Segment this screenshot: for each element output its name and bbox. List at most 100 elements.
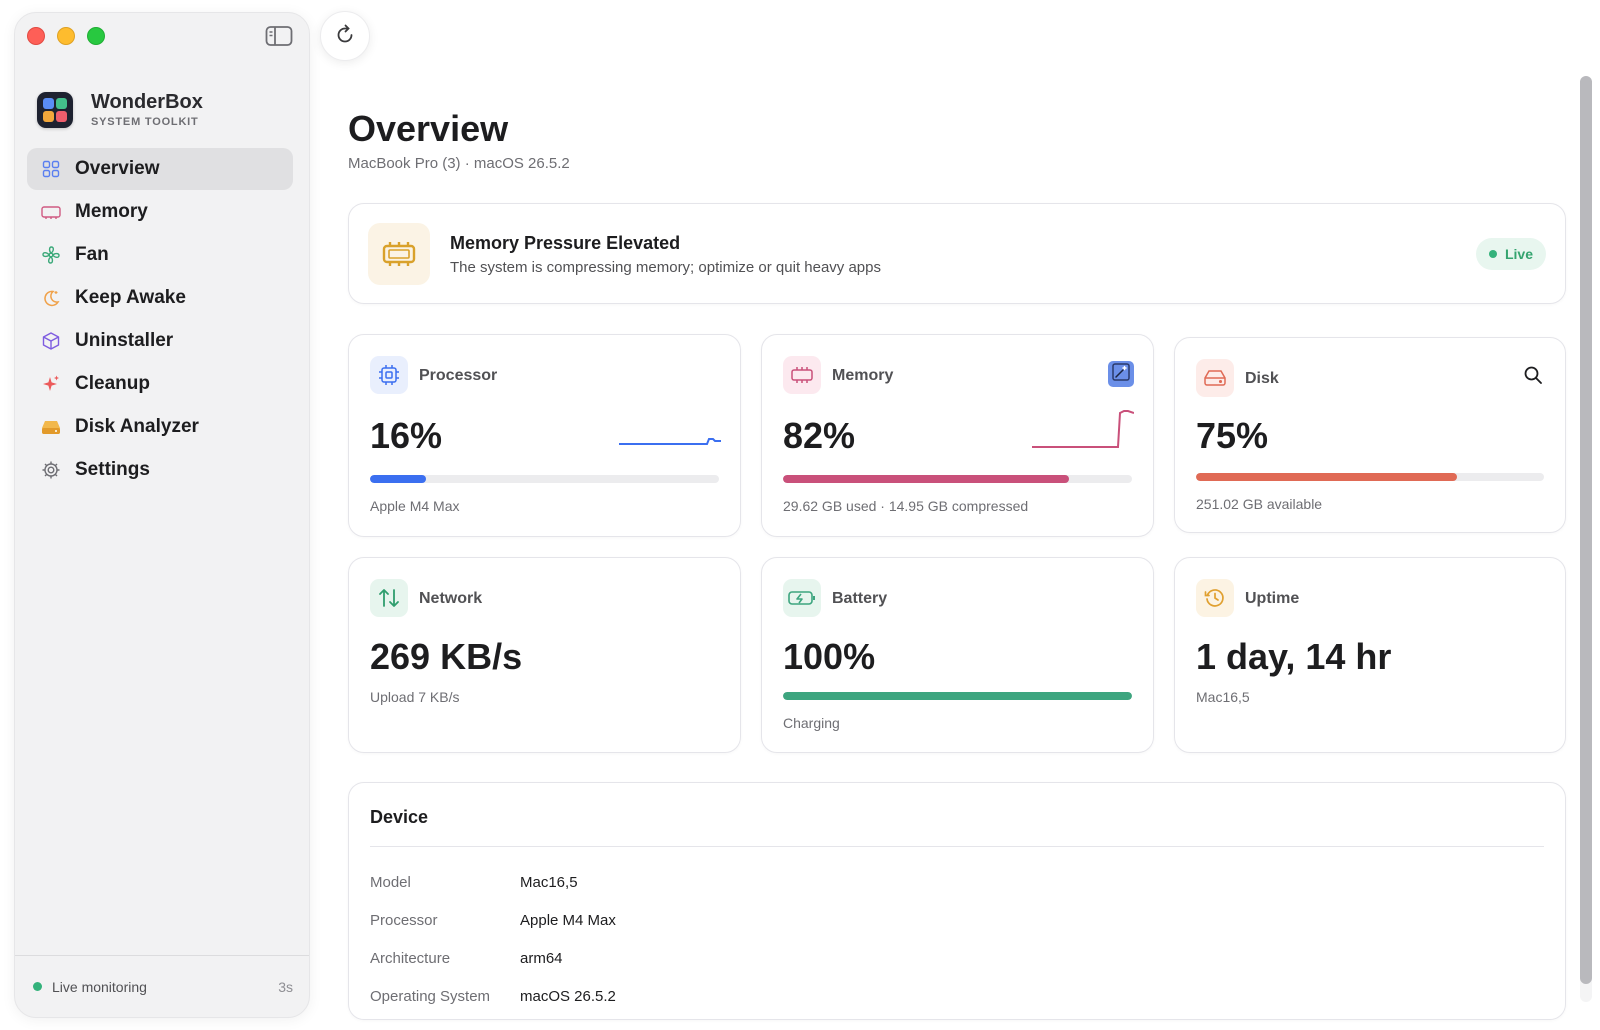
live-dot-icon: [1488, 250, 1497, 258]
refresh-icon: [334, 23, 356, 50]
processor-sparkline: [619, 438, 721, 445]
app-brand: WonderBox SYSTEM TOOLKIT: [37, 91, 203, 128]
sparkle-icon: [41, 374, 61, 394]
disk-card[interactable]: Disk 75% 251.02 GB available: [1174, 337, 1566, 533]
sidebar-item-label: Disk Analyzer: [75, 416, 199, 437]
network-card[interactable]: Network 269 KB/s Upload 7 KB/s: [348, 557, 741, 753]
battery-detail: Charging: [783, 715, 840, 731]
sidebar: WonderBox SYSTEM TOOLKIT Overview Memory…: [14, 12, 310, 1018]
memory-pressure-alert: Memory Pressure Elevated The system is c…: [348, 203, 1566, 304]
live-badge-label: Live: [1504, 246, 1533, 262]
uptime-detail: Mac16,5: [1196, 689, 1250, 705]
moon-icon: [41, 288, 61, 308]
memory-progress-bar: [783, 475, 1132, 483]
device-title: Device: [370, 807, 429, 827]
device-key: Operating System: [370, 988, 491, 1005]
memory-value: 82%: [783, 415, 856, 456]
device-key: Architecture: [370, 950, 451, 967]
sidebar-item-settings[interactable]: Settings: [27, 449, 293, 491]
app-logo-icon: [37, 91, 73, 128]
zoom-window-button[interactable]: [87, 27, 105, 45]
disk-progress-fill: [1196, 473, 1457, 481]
divider: [370, 846, 1544, 847]
processor-detail: Apple M4 Max: [370, 498, 460, 514]
status-dot-icon: [33, 982, 42, 991]
memory-chip-icon: [783, 356, 821, 394]
page-title: Overview: [348, 108, 509, 149]
disk-value: 75%: [1196, 415, 1269, 456]
live-badge: Live: [1475, 238, 1546, 270]
up-down-arrows-icon: [370, 579, 408, 617]
memory-card[interactable]: Memory 82% 29.62 GB used · 14.95 GB comp…: [761, 334, 1154, 537]
optimize-memory-button[interactable]: [1108, 361, 1134, 387]
app-subtitle: SYSTEM TOOLKIT: [91, 116, 199, 128]
scrollbar-thumb[interactable]: [1580, 76, 1592, 984]
device-card: Device Model Mac16,5 Processor Apple M4 …: [348, 782, 1566, 1020]
uptime-value: 1 day, 14 hr: [1196, 636, 1392, 677]
box-icon: [41, 331, 61, 351]
page-subtitle: MacBook Pro (3) · macOS 26.5.2: [348, 155, 570, 172]
memory-chip-icon: [368, 223, 430, 285]
processor-progress-fill: [370, 475, 426, 483]
device-value: Mac16,5: [520, 874, 578, 891]
sidebar-item-uninstaller[interactable]: Uninstaller: [27, 320, 293, 362]
battery-value: 100%: [783, 636, 876, 677]
sidebar-item-label: Overview: [75, 158, 160, 179]
live-monitoring-label: Live monitoring: [52, 978, 147, 995]
device-key: Model: [370, 874, 411, 891]
sidebar-item-label: Uninstaller: [75, 330, 174, 351]
memory-detail: 29.62 GB used · 14.95 GB compressed: [783, 498, 1029, 514]
memory-label: Memory: [832, 367, 894, 384]
uptime-label: Uptime: [1245, 590, 1300, 607]
cpu-icon: [370, 356, 408, 394]
alert-message: The system is compressing memory; optimi…: [450, 259, 881, 276]
alert-title: Memory Pressure Elevated: [450, 233, 681, 253]
sidebar-item-memory[interactable]: Memory: [27, 191, 293, 233]
sidebar-footer: Live monitoring 3s: [15, 955, 309, 1017]
disk-label: Disk: [1245, 370, 1279, 387]
minimize-window-button[interactable]: [57, 27, 75, 45]
device-key: Processor: [370, 912, 438, 929]
device-value: macOS 26.5.2: [520, 988, 616, 1005]
memory-chip-icon: [41, 202, 61, 222]
uptime-card[interactable]: Uptime 1 day, 14 hr Mac16,5: [1174, 557, 1566, 753]
battery-progress-bar: [783, 692, 1132, 700]
device-value: arm64: [520, 950, 563, 967]
disk-drive-icon: [1196, 359, 1234, 397]
sidebar-item-label: Memory: [75, 201, 148, 222]
sidebar-item-overview[interactable]: Overview: [27, 148, 293, 190]
magic-wand-icon: [1112, 362, 1130, 386]
close-window-button[interactable]: [27, 27, 45, 45]
sidebar-item-label: Keep Awake: [75, 287, 186, 308]
live-monitoring-status: Live monitoring: [33, 979, 147, 995]
sidebar-item-keep-awake[interactable]: Keep Awake: [27, 277, 293, 319]
processor-value: 16%: [370, 415, 443, 456]
memory-progress-fill: [783, 475, 1070, 483]
sidebar-item-label: Settings: [75, 459, 150, 480]
sidebar-toggle-icon[interactable]: [265, 25, 293, 47]
disk-detail: 251.02 GB available: [1196, 496, 1323, 512]
processor-card[interactable]: Processor 16% Apple M4 Max: [348, 334, 741, 537]
disk-progress-bar: [1196, 473, 1544, 481]
battery-charging-icon: [783, 579, 821, 617]
network-detail: Upload 7 KB/s: [370, 689, 460, 705]
analyze-disk-button[interactable]: [1520, 364, 1546, 390]
sidebar-item-fan[interactable]: Fan: [27, 234, 293, 276]
clock-history-icon: [1196, 579, 1234, 617]
battery-card[interactable]: Battery 100% Charging: [761, 557, 1154, 753]
processor-label: Processor: [419, 367, 498, 384]
sidebar-item-cleanup[interactable]: Cleanup: [27, 363, 293, 405]
grid-icon: [41, 159, 61, 179]
sidebar-nav: Overview Memory Fan Keep Awake Uninstall…: [27, 148, 293, 492]
network-value: 269 KB/s: [370, 636, 523, 677]
sidebar-item-label: Fan: [75, 244, 109, 265]
network-label: Network: [419, 590, 483, 607]
sidebar-item-disk-analyzer[interactable]: Disk Analyzer: [27, 406, 293, 448]
disk-drive-icon: [41, 417, 61, 437]
window-controls: [27, 27, 105, 45]
fan-icon: [41, 245, 61, 265]
refresh-button[interactable]: [320, 11, 370, 61]
processor-progress-bar: [370, 475, 719, 483]
gear-icon: [41, 460, 61, 480]
device-value: Apple M4 Max: [520, 912, 616, 929]
